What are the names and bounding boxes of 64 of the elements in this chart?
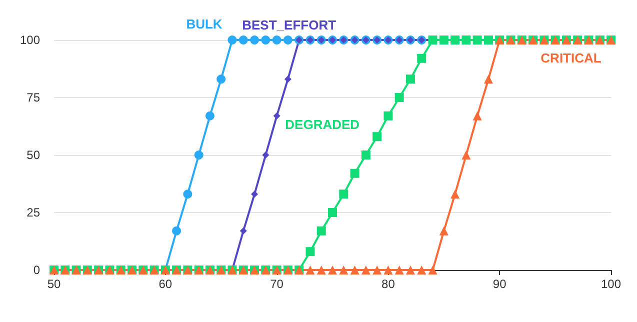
y-tick-label: 100 <box>20 33 40 47</box>
point <box>450 36 460 44</box>
point <box>316 266 326 274</box>
point <box>394 266 404 274</box>
point <box>306 247 315 256</box>
point <box>472 36 482 44</box>
series-label: BULK <box>186 16 223 32</box>
point <box>372 132 382 142</box>
y-tick-label: 75 <box>26 90 40 104</box>
point <box>251 190 258 198</box>
point <box>462 36 471 44</box>
point <box>183 190 192 199</box>
point <box>240 227 247 234</box>
point <box>316 226 326 236</box>
point <box>350 168 360 178</box>
x-tick-label: 70 <box>270 277 284 291</box>
x-tick-label: 50 <box>47 277 61 291</box>
series-label: BEST_EFFORT <box>242 18 336 32</box>
point <box>439 226 448 236</box>
point <box>339 266 348 274</box>
point <box>228 36 237 44</box>
point <box>172 226 182 236</box>
point <box>284 76 292 83</box>
point <box>384 111 393 120</box>
point <box>328 208 337 217</box>
point <box>262 152 270 158</box>
x-tick-label: 60 <box>158 277 172 291</box>
point <box>484 74 493 84</box>
point <box>417 54 426 63</box>
point <box>194 150 204 160</box>
point <box>417 266 426 274</box>
point <box>328 266 337 274</box>
point <box>250 36 260 44</box>
point <box>472 111 482 120</box>
point <box>350 266 360 274</box>
point <box>484 36 493 44</box>
point <box>306 266 315 274</box>
point <box>384 266 393 274</box>
point <box>428 266 438 274</box>
point <box>439 36 448 44</box>
point <box>261 36 270 44</box>
point <box>339 190 348 199</box>
y-tick-label: 0 <box>33 263 40 277</box>
x-tick-label: 90 <box>492 277 507 291</box>
point <box>205 111 214 120</box>
point <box>238 36 248 44</box>
point <box>272 36 282 44</box>
point <box>361 150 370 160</box>
y-tick-label: 50 <box>26 148 40 162</box>
point <box>406 74 415 84</box>
point <box>361 266 370 274</box>
point <box>216 74 226 84</box>
series-label: DEGRADED <box>285 117 360 132</box>
y-tick-label: 25 <box>26 206 40 220</box>
point <box>283 36 292 44</box>
point <box>273 112 280 120</box>
point <box>394 93 404 102</box>
series-label: CRITICAL <box>540 50 602 66</box>
x-tick-label: 100 <box>600 277 622 291</box>
point <box>372 266 382 274</box>
point <box>406 266 415 274</box>
point <box>450 190 460 199</box>
point <box>462 150 471 160</box>
x-tick-label: 80 <box>382 277 396 291</box>
